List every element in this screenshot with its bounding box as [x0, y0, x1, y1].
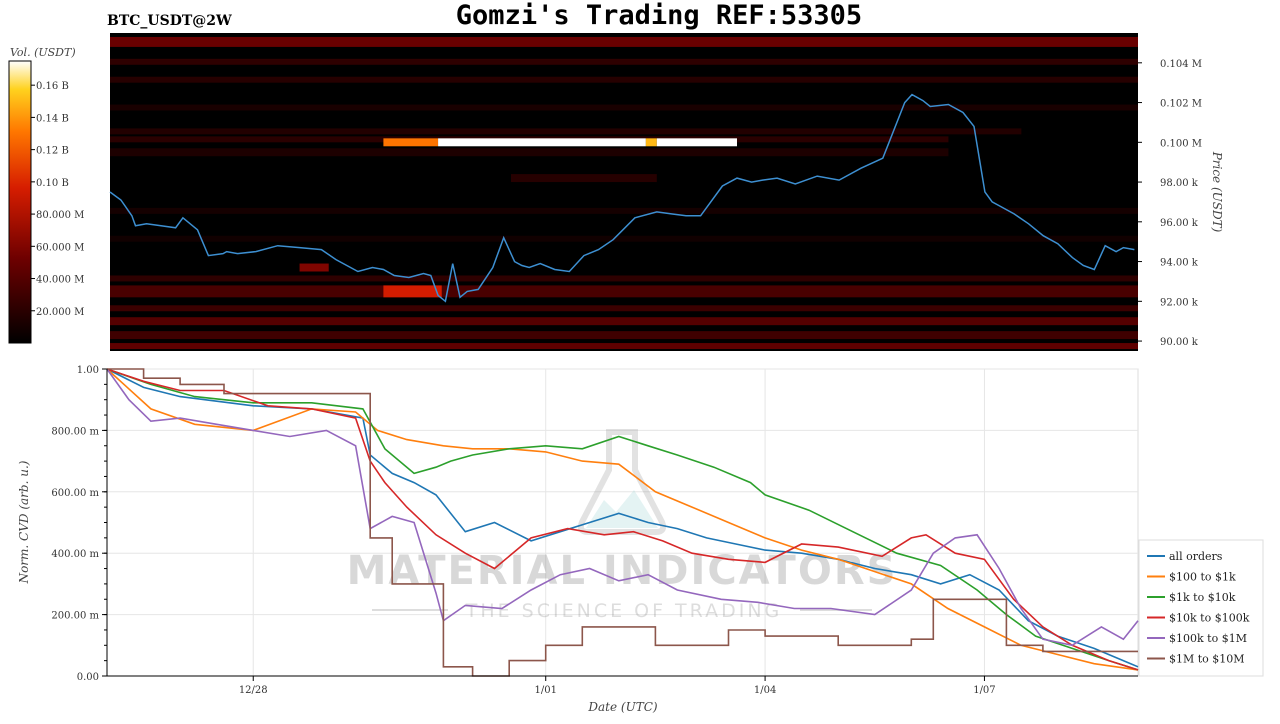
legend-box — [1138, 539, 1264, 677]
colorbar-tick-label: 0.12 B — [36, 146, 69, 157]
cvd-series — [106, 368, 1139, 677]
heat-band — [110, 207, 1138, 214]
cvd-y-tick-label: 0.00 — [77, 672, 99, 683]
legend-label: $10k to $100k — [1169, 612, 1250, 625]
price-tick-label: 96.00 k — [1160, 218, 1199, 229]
cvd-y-axis-label: Norm. CVD (arb. u.) — [17, 460, 31, 584]
colorbar — [8, 60, 32, 344]
cvd-line-1m-to-10m — [107, 368, 1138, 677]
heat-bands — [110, 36, 1138, 350]
price-line — [109, 93, 1135, 303]
cvd-y-axis: 1.00 800.00 m 600.00 m 400.00 m 200.00 m 0.00 — [51, 365, 108, 683]
chart-title: Gomzi's Trading REF:53305 — [456, 0, 862, 31]
heat-band — [110, 58, 1138, 65]
colorbar-tick-label: 60.000 M — [36, 242, 84, 253]
heat-band — [110, 235, 1138, 242]
heat-band — [656, 138, 738, 147]
cvd-x-tick-label: 1/04 — [754, 685, 776, 696]
heat-band — [110, 305, 1138, 312]
cvd-line-100k-to-1m — [106, 368, 1139, 647]
watermark: MATERIAL INDICATORS THE SCIENCE OF TRADI… — [347, 429, 898, 622]
cvd-y-tick-label: 400.00 m — [51, 549, 99, 560]
legend-label: $100 to $1k — [1169, 571, 1236, 584]
heat-band — [110, 104, 1138, 111]
legend: all orders $100 to $1k $1k to $10k $10k to … — [1138, 539, 1264, 677]
heatmap-background — [110, 33, 1138, 351]
price-tick-label: 0.104 M — [1160, 59, 1202, 70]
price-tick-label: 0.102 M — [1160, 99, 1202, 110]
price-tick-label: 90.00 k — [1160, 337, 1199, 348]
heat-band — [645, 138, 657, 147]
cvd-x-tick-label: 1/01 — [534, 685, 556, 696]
cvd-y-tick-label: 200.00 m — [51, 611, 99, 622]
price-tick-label: 94.00 k — [1160, 258, 1199, 269]
colorbar-tick-label: 0.10 B — [36, 178, 69, 189]
cvd-line-1k-to-10k — [106, 368, 1139, 671]
cvd-x-tick-label: 1/07 — [973, 685, 995, 696]
heat-band — [110, 36, 1138, 47]
cvd-line-100-to-1k — [106, 368, 1139, 671]
legend-label: all orders — [1169, 550, 1223, 563]
price-tick-label: 92.00 k — [1160, 297, 1199, 308]
cvd-line-all-orders — [106, 368, 1139, 668]
watermark-title: MATERIAL INDICATORS — [347, 548, 898, 594]
heat-band — [110, 331, 1138, 340]
heat-band — [438, 138, 646, 147]
heat-band — [110, 148, 949, 157]
colorbar-tick-label: 20.000 M — [36, 307, 84, 318]
watermark-subtitle: THE SCIENCE OF TRADING — [465, 600, 783, 622]
cvd-y-tick-label: 800.00 m — [51, 426, 99, 437]
heat-band — [110, 76, 1138, 83]
price-tick-label: 98.00 k — [1160, 178, 1199, 189]
legend-label: $1M to $10M — [1169, 653, 1245, 666]
heatmap-panel — [109, 33, 1138, 351]
colorbar-tick-label: 80.000 M — [36, 210, 84, 221]
cvd-x-axis: 12/28 1/01 1/04 1/07 — [107, 675, 1138, 696]
cvd-x-tick-label: 12/28 — [239, 685, 268, 696]
colorbar-label: Vol. (USDT) — [10, 46, 76, 59]
heat-band — [299, 263, 329, 272]
heat-band — [110, 317, 1138, 326]
cvd-y-tick-label: 600.00 m — [51, 488, 99, 499]
colorbar-tick-label: 0.16 B — [36, 81, 69, 92]
price-axis: 0.104 M 0.102 M 0.100 M 98.00 k 96.00 k 94.00… — [1138, 59, 1202, 348]
heat-band — [110, 128, 1022, 135]
price-axis-label: Price (USDT) — [1210, 151, 1224, 233]
colorbar-ticks: 0.16 B 0.14 B 0.12 B 0.10 B 80.000 M 60.000 M… — [31, 81, 84, 318]
legend-label: $100k to $1M — [1169, 632, 1247, 645]
cvd-x-axis-label: Date (UTC) — [587, 700, 657, 714]
heat-band — [510, 174, 657, 183]
price-tick-label: 0.100 M — [1160, 138, 1202, 149]
heat-band — [110, 343, 1138, 350]
heat-band — [383, 285, 442, 298]
colorbar-tick-label: 0.14 B — [36, 113, 69, 124]
heat-band — [110, 285, 1138, 298]
cvd-y-tick-label: 1.00 — [77, 365, 99, 376]
legend-label: $1k to $10k — [1169, 591, 1236, 604]
cvd-line-10k-to-100k — [106, 368, 1139, 671]
heat-band — [383, 138, 439, 147]
cvd-panel: MATERIAL INDICATORS THE SCIENCE OF TRADI… — [106, 368, 1139, 677]
symbol-label: BTC_USDT@2W — [107, 13, 232, 29]
heat-band — [110, 275, 1138, 282]
colorbar-tick-label: 40.000 M — [36, 275, 84, 286]
